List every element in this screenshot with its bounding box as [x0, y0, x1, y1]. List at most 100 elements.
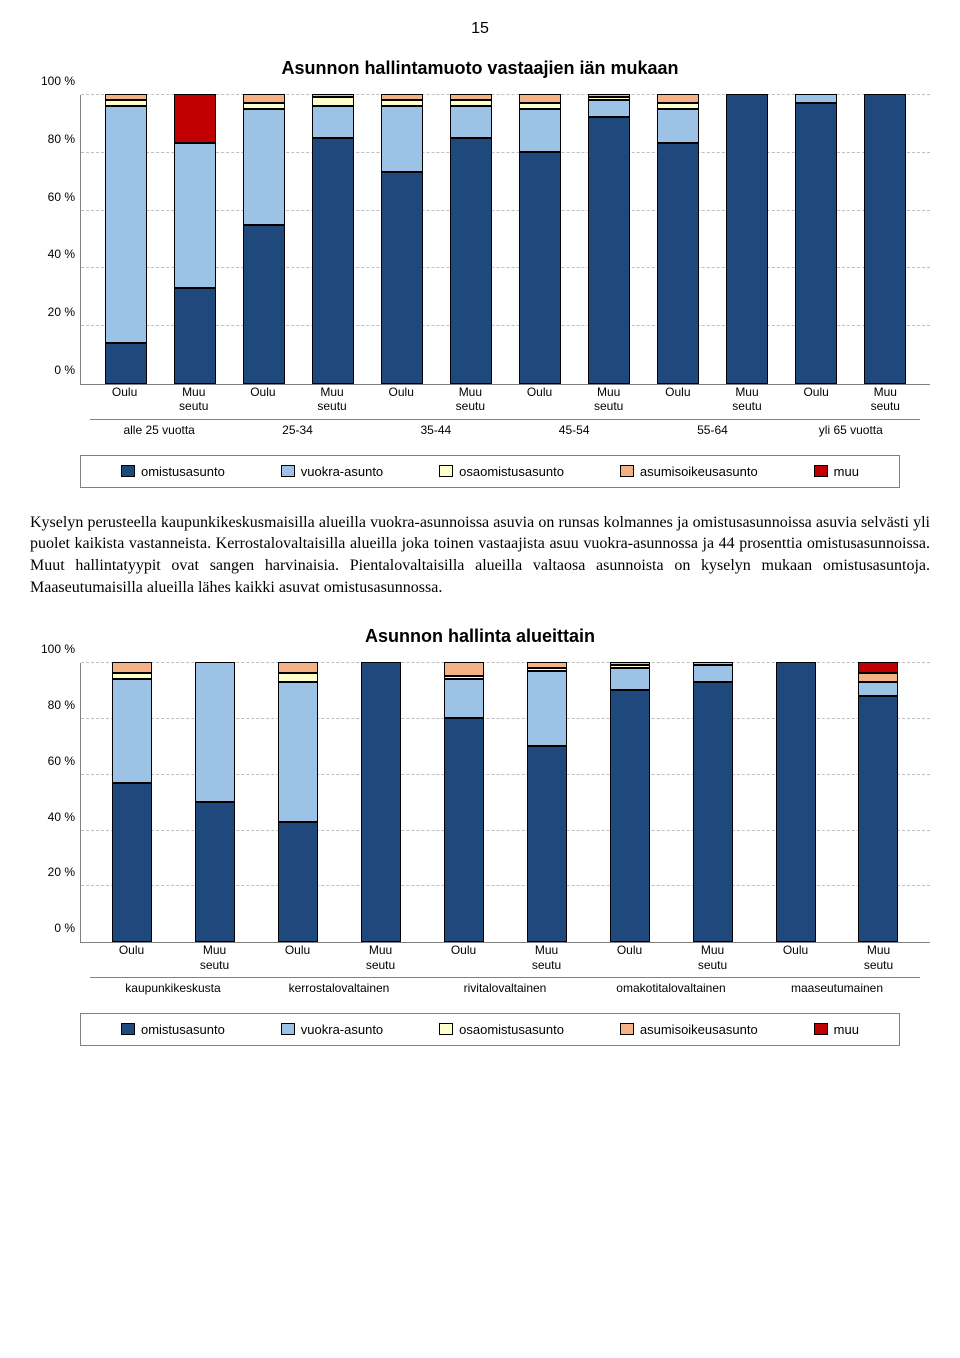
bar-segment-omistusasunto: [243, 225, 285, 385]
bar-segment-asumisoikeusasunto: [519, 94, 561, 103]
bar-segment-vuokra_asunto: [527, 671, 567, 747]
y-tick-label: 80 %: [31, 698, 75, 712]
bar-segment-vuokra_asunto: [858, 682, 898, 696]
legend-item-omistusasunto: omistusasunto: [121, 464, 225, 479]
chart2: 0 %20 %40 %60 %80 %100 % OuluMuuseutuOul…: [30, 663, 930, 995]
bar-segment-osaomistusasunto: [278, 673, 318, 681]
x-sub-label: Oulu: [795, 385, 837, 414]
bar-segment-omistusasunto: [657, 143, 699, 384]
y-tick-label: 20 %: [31, 305, 75, 319]
legend-swatch: [281, 465, 295, 477]
bar-segment-omistusasunto: [312, 138, 354, 385]
x-sub-label: Oulu: [242, 385, 284, 414]
stacked-bar: [795, 94, 837, 384]
stacked-bar: [381, 94, 423, 384]
bar-segment-omistusasunto: [381, 172, 423, 384]
bar-segment-vuokra_asunto: [588, 100, 630, 117]
stacked-bar: [278, 662, 318, 942]
legend-item-muu: muu: [814, 1022, 859, 1037]
bar-segment-asumisoikeusasunto: [243, 94, 285, 103]
legend-label: muu: [834, 464, 859, 479]
x-sub-label: Oulu: [519, 385, 561, 414]
x-super-label: yli 65 vuotta: [782, 419, 920, 437]
legend-swatch: [620, 465, 634, 477]
x-sub-label: Oulu: [657, 385, 699, 414]
y-tick-label: 40 %: [31, 810, 75, 824]
bar-segment-vuokra_asunto: [105, 106, 147, 344]
x-sub-label: Muuseutu: [693, 943, 733, 972]
y-tick-label: 80 %: [31, 132, 75, 146]
legend-item-muu: muu: [814, 464, 859, 479]
x-super-label: kaupunkikeskusta: [90, 977, 256, 995]
y-tick-label: 100 %: [31, 642, 75, 656]
bar-segment-vuokra_asunto: [112, 679, 152, 783]
y-tick-label: 60 %: [31, 754, 75, 768]
bar-segment-muu: [858, 662, 898, 673]
x-sub-label: Muuseutu: [449, 385, 491, 414]
stacked-bar: [243, 94, 285, 384]
chart1-title: Asunnon hallintamuoto vastaajien iän muk…: [30, 58, 930, 79]
legend-label: vuokra-asunto: [301, 1022, 383, 1037]
bar-segment-asumisoikeusasunto: [657, 94, 699, 103]
chart1: 0 %20 %40 %60 %80 %100 % OuluMuuseutuOul…: [30, 95, 930, 437]
x-super-label: omakotitalovaltainen: [588, 977, 754, 995]
legend-item-vuokra_asunto: vuokra-asunto: [281, 1022, 383, 1037]
bar-segment-omistusasunto: [610, 690, 650, 942]
page-number: 15: [30, 20, 930, 38]
bar-segment-vuokra_asunto: [381, 106, 423, 173]
stacked-bar: [726, 94, 768, 384]
x-super-label: 45-54: [505, 419, 643, 437]
stacked-bar: [693, 662, 733, 942]
stacked-bar: [112, 662, 152, 942]
legend-swatch: [814, 1023, 828, 1035]
y-tick-label: 20 %: [31, 865, 75, 879]
bar-segment-omistusasunto: [174, 288, 216, 384]
x-sub-label: Muuseutu: [173, 385, 215, 414]
stacked-bar: [450, 94, 492, 384]
stacked-bar: [195, 662, 235, 942]
legend-label: osaomistusasunto: [459, 1022, 564, 1037]
bar-segment-omistusasunto: [105, 343, 147, 384]
stacked-bar: [588, 94, 630, 384]
y-tick-label: 0 %: [31, 363, 75, 377]
y-tick-label: 60 %: [31, 190, 75, 204]
x-sub-label: Muuseutu: [588, 385, 630, 414]
stacked-bar: [361, 662, 401, 942]
legend-item-omistusasunto: omistusasunto: [121, 1022, 225, 1037]
y-tick-label: 100 %: [31, 74, 75, 88]
bar-segment-vuokra_asunto: [693, 665, 733, 682]
x-sub-label: Muuseutu: [311, 385, 353, 414]
x-sub-label: Oulu: [278, 943, 318, 972]
bar-segment-omistusasunto: [519, 152, 561, 384]
legend-item-osaomistusasunto: osaomistusasunto: [439, 464, 564, 479]
legend-swatch: [620, 1023, 634, 1035]
bar-segment-omistusasunto: [361, 662, 401, 942]
x-sub-label: Muuseutu: [726, 385, 768, 414]
bar-segment-omistusasunto: [693, 682, 733, 942]
bar-segment-muu: [174, 94, 216, 143]
y-tick-label: 0 %: [31, 921, 75, 935]
legend-label: osaomistusasunto: [459, 464, 564, 479]
legend-item-vuokra_asunto: vuokra-asunto: [281, 464, 383, 479]
legend-swatch: [814, 465, 828, 477]
legend-swatch: [121, 465, 135, 477]
x-sub-label: Oulu: [112, 943, 152, 972]
x-sub-label: Oulu: [380, 385, 422, 414]
chart1-legend: omistusasunto vuokra-asunto osaomistusasun…: [80, 455, 900, 488]
chart2-legend: omistusasunto vuokra-asunto osaomistusasun…: [80, 1013, 900, 1046]
bar-segment-vuokra_asunto: [610, 668, 650, 690]
legend-label: vuokra-asunto: [301, 464, 383, 479]
x-sub-label: Muuseutu: [195, 943, 235, 972]
bar-segment-omistusasunto: [195, 802, 235, 942]
legend-label: omistusasunto: [141, 464, 225, 479]
bar-segment-omistusasunto: [444, 718, 484, 942]
bar-segment-omistusasunto: [278, 822, 318, 942]
legend-item-osaomistusasunto: osaomistusasunto: [439, 1022, 564, 1037]
stacked-bar: [657, 94, 699, 384]
x-super-label: kerrostalovaltainen: [256, 977, 422, 995]
x-super-label: rivitalovaltainen: [422, 977, 588, 995]
stacked-bar: [312, 94, 354, 384]
stacked-bar: [776, 662, 816, 942]
stacked-bar: [858, 662, 898, 942]
y-tick-label: 40 %: [31, 247, 75, 261]
